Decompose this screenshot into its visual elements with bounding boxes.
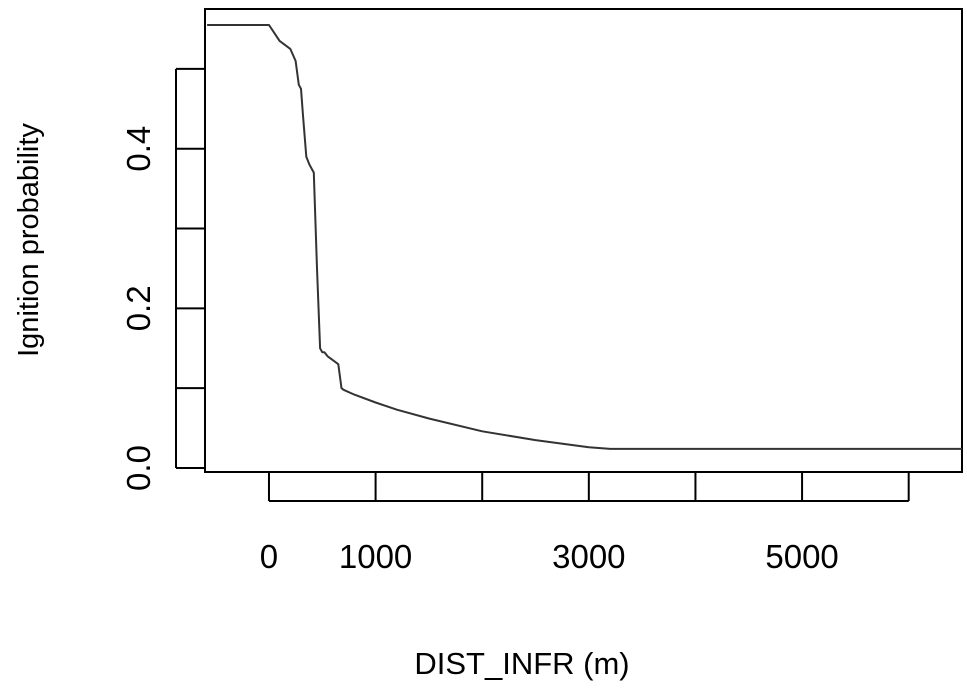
plot-frame xyxy=(204,8,963,473)
x-tick-label: 0 xyxy=(260,538,278,575)
x-axis: 0 1000 3000 5000 xyxy=(260,472,910,575)
x-tick-label: 1000 xyxy=(339,538,412,575)
series-line xyxy=(207,24,962,450)
x-tick-label: 5000 xyxy=(765,538,838,575)
y-axis: 0.0 0.2 0.4 xyxy=(120,67,205,491)
series-group xyxy=(207,24,962,450)
y-tick-label: 0.4 xyxy=(120,126,157,172)
y-axis-label: Ignition probability xyxy=(13,123,45,357)
y-tick-label: 0.2 xyxy=(120,285,157,331)
x-axis-label: DIST_INFR (m) xyxy=(414,646,629,681)
y-tick-label: 0.0 xyxy=(120,445,157,491)
x-tick-label: 3000 xyxy=(552,538,625,575)
